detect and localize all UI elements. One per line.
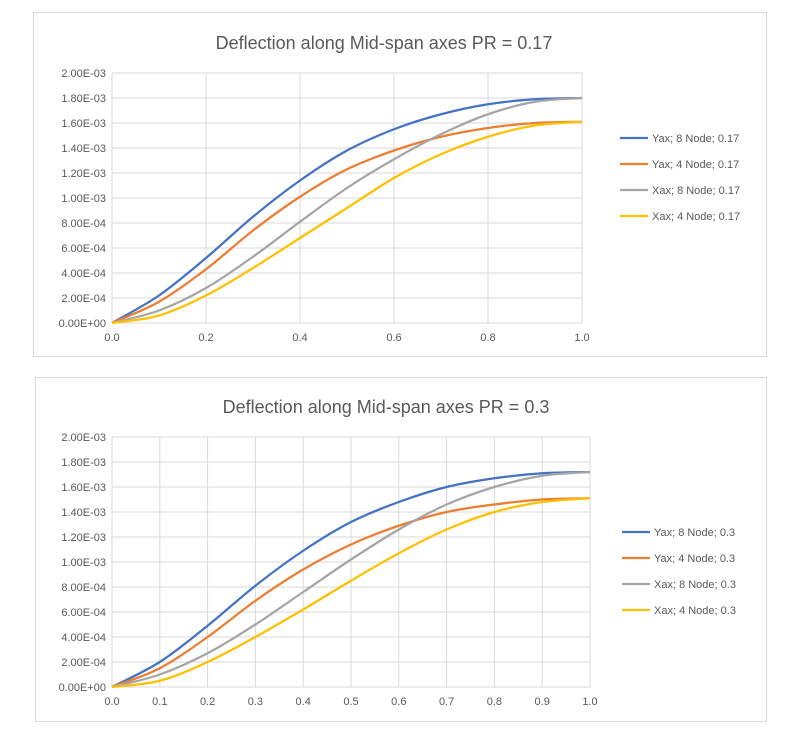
chart-title: Deflection along Mid-span axes PR = 0.17 [216,33,553,53]
chart-2-plot: Deflection along Mid-span axes PR = 0.3 0… [59,397,736,708]
y-tick-label: 1.60E-03 [61,482,106,494]
y-tick-label: 6.00E-04 [61,243,106,255]
legend-label: Xax; 8 Node; 0.3 [654,579,736,591]
y-tick-label: 4.00E-04 [61,268,106,280]
series-line-3 [111,96,583,325]
legend-label: Yax; 4 Node; 0.3 [654,553,735,565]
legend-label: Yax; 8 Node; 0.3 [654,527,735,539]
y-tick-label: 1.00E-03 [61,193,106,205]
y-tick-label: 1.80E-03 [61,93,106,105]
x-tick-label: 0.7 [439,696,454,708]
x-tick-label: 0.2 [198,332,213,344]
x-tick-label: 0.6 [386,332,401,344]
y-tick-label: 1.20E-03 [61,168,106,180]
x-tick-label: 0.4 [296,696,311,708]
legend-label: Xax; 4 Node; 0.17 [652,211,740,223]
chart-1: Deflection along Mid-span axes PR = 0.17… [33,12,767,357]
x-tick-label: 0.9 [535,696,550,708]
x-tick-label: 1.0 [574,332,589,344]
series-line-4 [111,497,591,689]
y-tick-label: 8.00E-04 [61,582,106,594]
y-tick-label: 6.00E-04 [61,607,106,619]
legend-label: Yax; 8 Node; 0.17 [652,133,739,145]
y-tick-label: 1.20E-03 [61,532,106,544]
x-tick-label: 0.2 [200,696,215,708]
x-tick-label: 0.0 [104,332,119,344]
x-tick-label: 0.8 [480,332,495,344]
x-tick-label: 1.0 [582,696,597,708]
x-tick-label: 0.3 [248,696,263,708]
x-tick-label: 0.4 [292,332,307,344]
chart-1-plot: Deflection along Mid-span axes PR = 0.17… [59,33,740,344]
y-tick-label: 4.00E-04 [61,632,106,644]
x-tick-label: 0.8 [487,696,502,708]
legend-label: Xax; 4 Node; 0.3 [654,605,736,617]
y-tick-label: 1.60E-03 [61,118,106,130]
x-tick-label: 0.1 [152,696,167,708]
series-line-1 [111,96,583,324]
x-tick-label: 0.5 [343,696,358,708]
x-tick-label: 0.0 [104,696,119,708]
y-tick-label: 8.00E-04 [61,218,106,230]
y-tick-label: 1.80E-03 [61,457,106,469]
chart-title: Deflection along Mid-span axes PR = 0.3 [223,397,550,417]
series-line-4 [111,120,583,325]
series-line-2 [111,120,583,325]
y-tick-label: 2.00E-04 [61,657,106,669]
y-tick-label: 2.00E-03 [61,68,106,80]
series-line-3 [111,470,591,689]
y-tick-label: 1.40E-03 [61,143,106,155]
y-tick-label: 1.40E-03 [61,507,106,519]
legend-label: Yax; 4 Node; 0.17 [652,159,739,171]
series-line-2 [111,497,591,689]
chart-2: Deflection along Mid-span axes PR = 0.3 0… [35,377,767,722]
y-tick-label: 0.00E+00 [59,318,106,330]
y-tick-label: 2.00E-03 [61,432,106,444]
y-tick-label: 2.00E-04 [61,293,106,305]
y-tick-label: 1.00E-03 [61,557,106,569]
legend-label: Xax; 8 Node; 0.17 [652,185,740,197]
series-line-1 [111,470,591,688]
x-tick-label: 0.6 [391,696,406,708]
y-tick-label: 0.00E+00 [59,682,106,694]
